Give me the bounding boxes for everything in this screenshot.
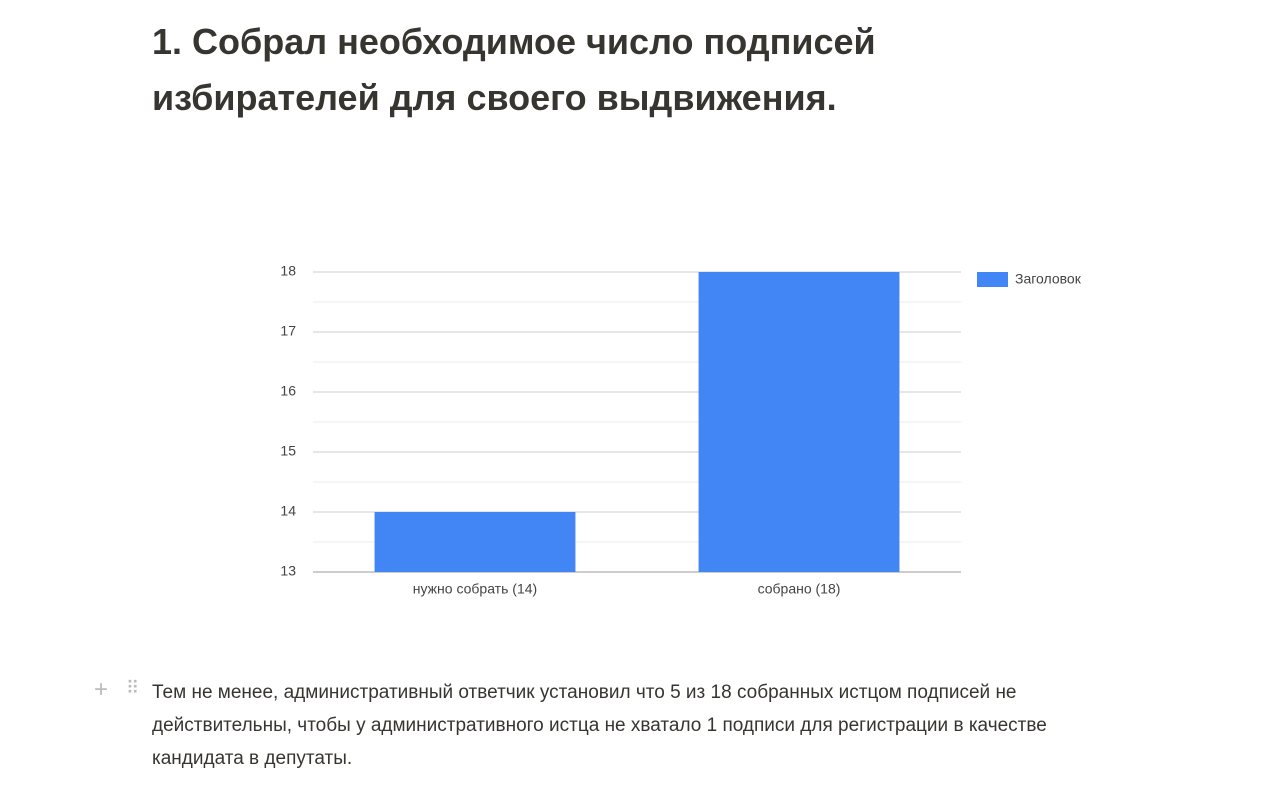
legend-label: Заголовок bbox=[1015, 271, 1082, 287]
x-tick-label: собрано (18) bbox=[758, 581, 841, 597]
y-tick-label: 18 bbox=[280, 263, 296, 279]
paragraph: Тем не менее, административный ответчик … bbox=[152, 682, 1047, 769]
drag-handle[interactable]: ⠿ bbox=[126, 678, 139, 698]
bar bbox=[698, 272, 900, 572]
y-tick-label: 16 bbox=[280, 383, 296, 399]
chart: 13 14 15 16 17 18 нужно собрать (14) собрано (1… bbox=[280, 263, 1082, 597]
bar bbox=[374, 512, 576, 572]
y-tick-label: 15 bbox=[280, 443, 296, 459]
y-tick-label: 17 bbox=[280, 323, 296, 339]
heading: 1. Собрал необходимое число подписей изб… bbox=[152, 21, 876, 118]
add-block-button[interactable]: + bbox=[94, 676, 109, 703]
y-tick-label: 14 bbox=[280, 503, 296, 519]
y-tick-label: 13 bbox=[280, 563, 296, 579]
legend-swatch bbox=[977, 272, 1008, 287]
x-tick-label: нужно собрать (14) bbox=[413, 581, 537, 597]
